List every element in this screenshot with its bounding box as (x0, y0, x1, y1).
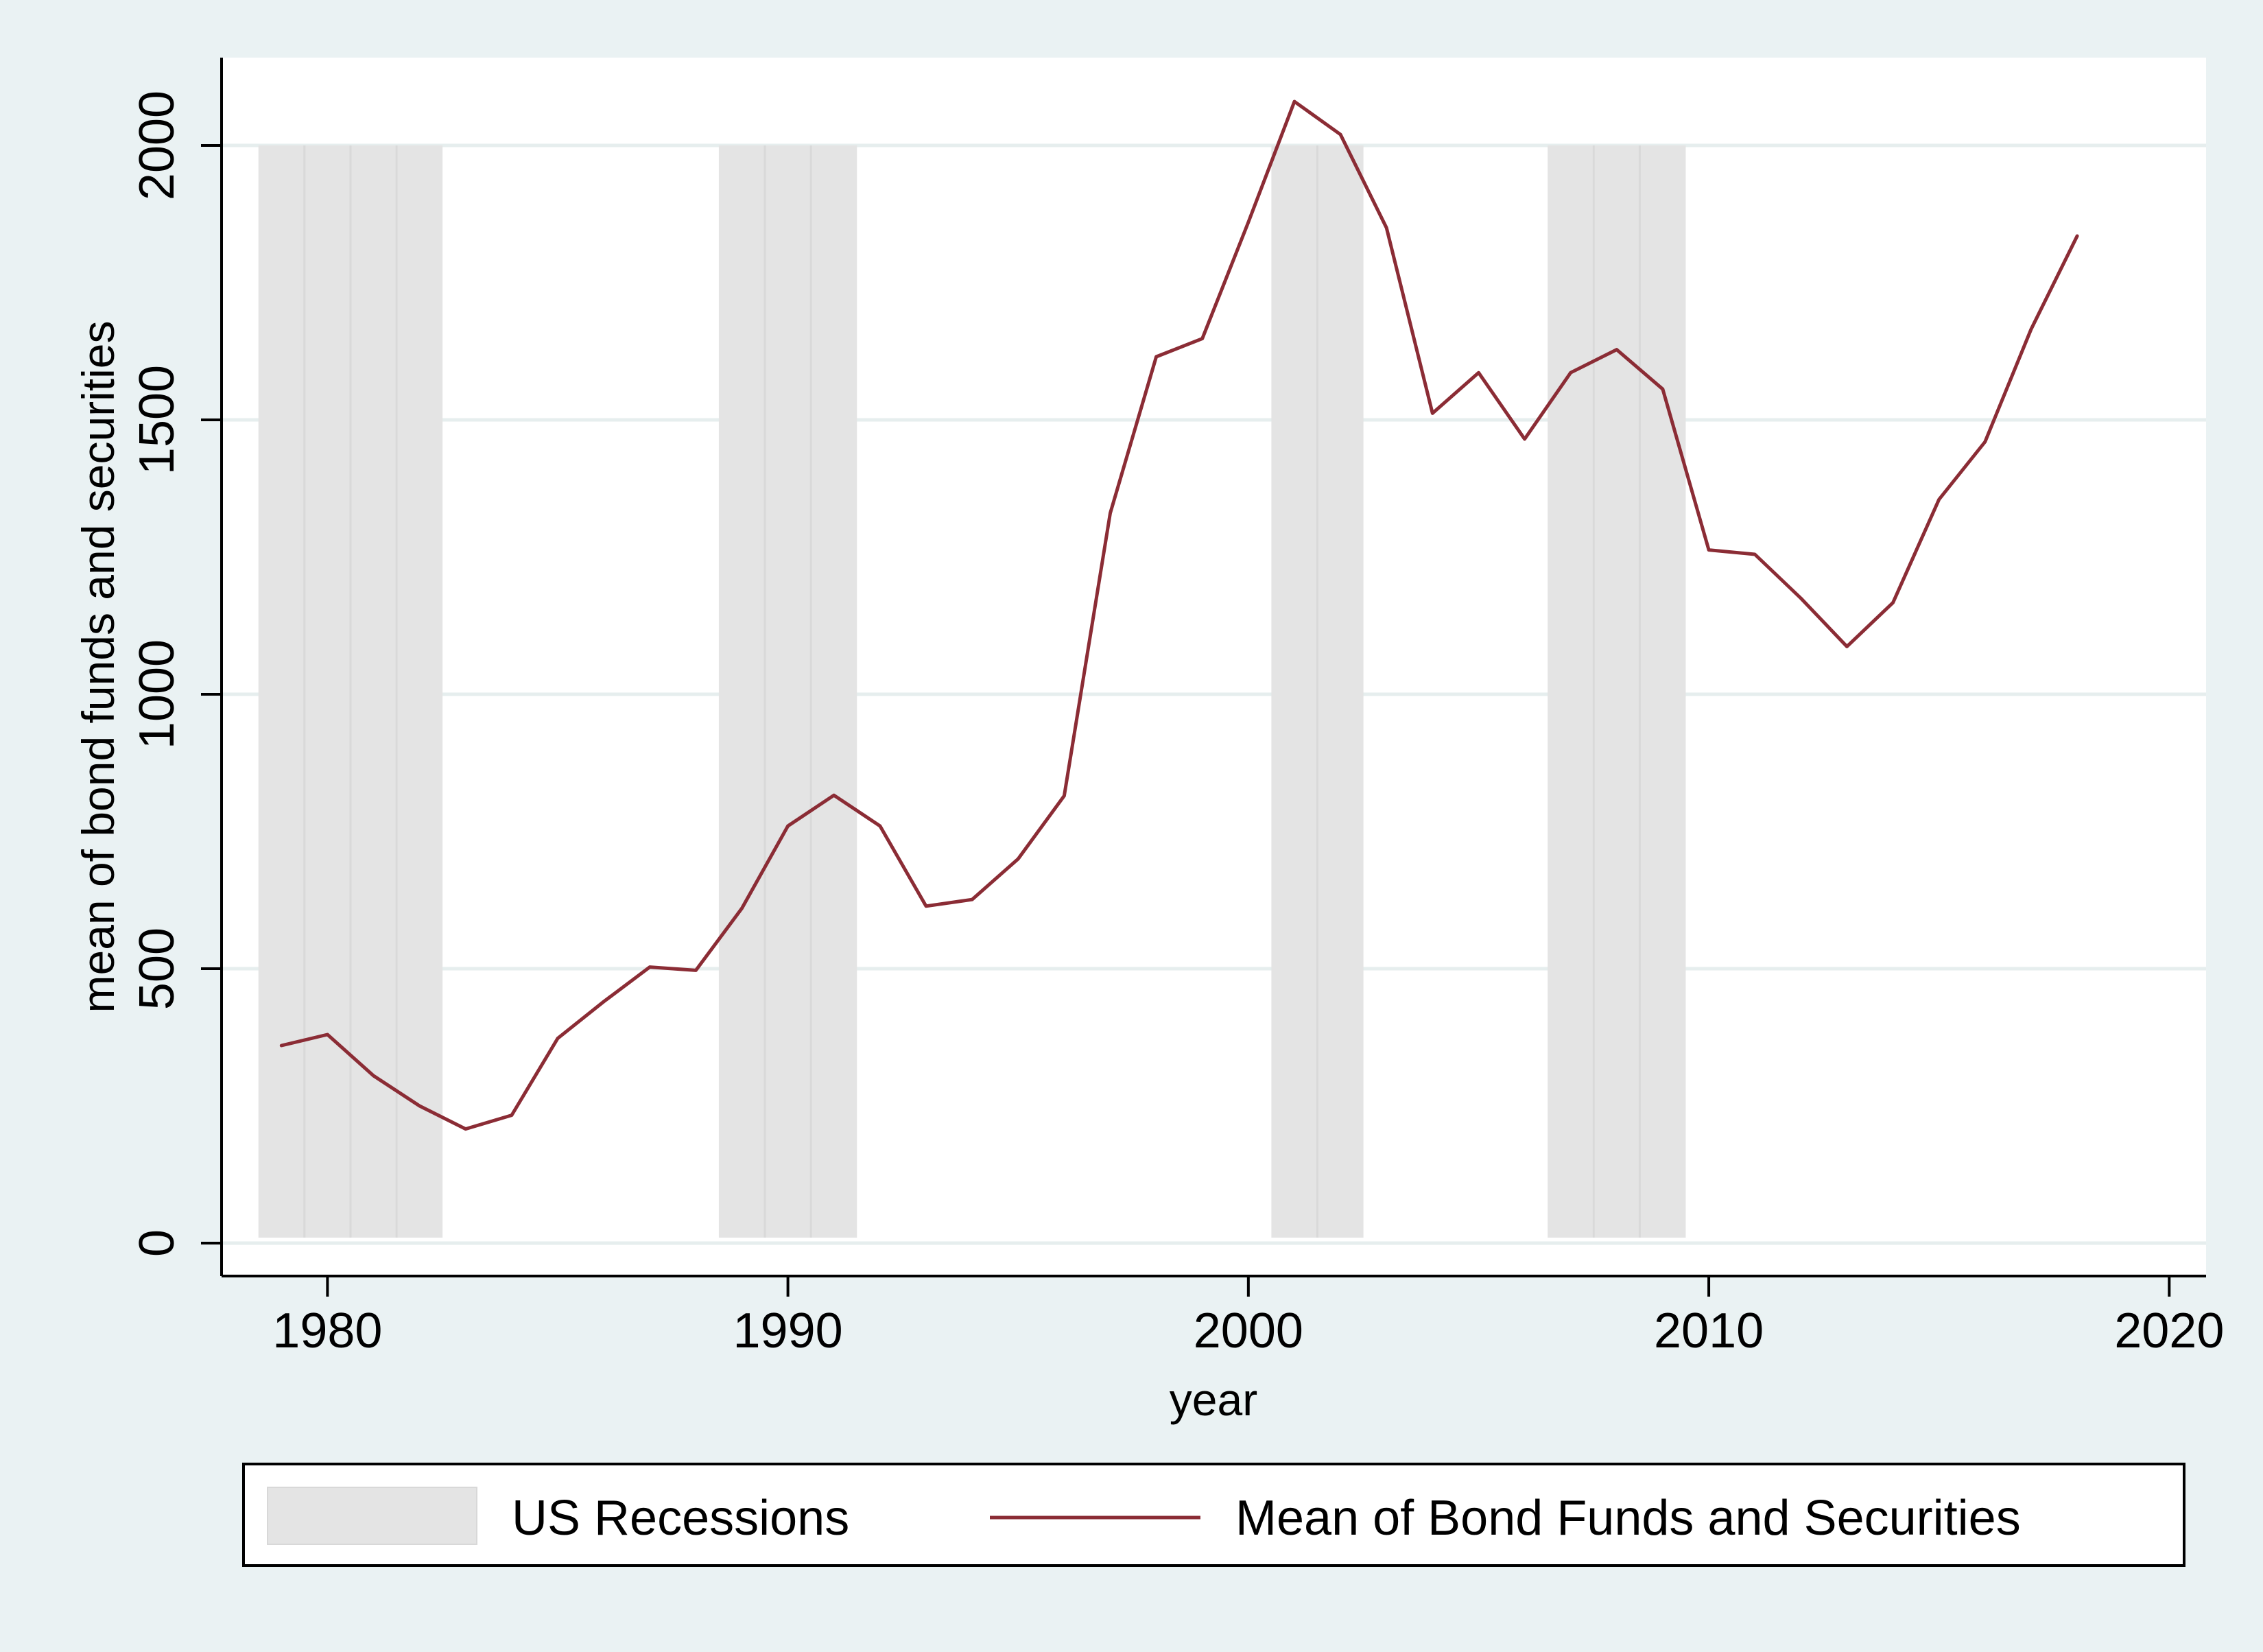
x-tick-label-1980: 1980 (272, 1303, 382, 1358)
series-line-1 (279, 99, 2079, 1131)
x-tick-label-2000: 2000 (1194, 1303, 1303, 1358)
y-tick-label-1500: 1500 (130, 365, 185, 475)
y-tick-label-1000: 1000 (130, 639, 185, 749)
x-tick-label-1990: 1990 (733, 1303, 843, 1358)
x-tick-label-2020: 2020 (2114, 1303, 2224, 1358)
series-lines (279, 99, 2079, 1131)
y-axis-label: mean of bond funds and securities (73, 321, 123, 1013)
y-tick-label-0: 0 (130, 1229, 185, 1257)
y-tick-label-500: 500 (130, 928, 185, 1010)
x-tick-label-2010: 2010 (1654, 1303, 1764, 1358)
y-tick-label-2000: 2000 (130, 91, 185, 200)
x-ticks: 1980 1990 2000 2010 2020 (272, 1276, 2224, 1358)
grid-lines (222, 143, 2206, 1245)
recession-bands (258, 145, 1686, 1238)
legend-swatch-recessions (267, 1487, 477, 1545)
legend: US Recessions Mean of Bond Funds and Sec… (242, 1463, 2185, 1567)
legend-box (242, 1463, 2185, 1567)
legend-label-recessions: US Recessions (512, 1491, 849, 1546)
axes (220, 58, 2206, 1277)
x-axis-label: year (1170, 1374, 1257, 1425)
legend-label-series: Mean of Bond Funds and Securities (1235, 1491, 2021, 1546)
recession-band-2 (718, 145, 857, 1238)
plot-area (222, 58, 2206, 1276)
recession-band-4 (1548, 145, 1686, 1238)
y-ticks: 0 500 1000 1500 2000 (130, 91, 222, 1257)
